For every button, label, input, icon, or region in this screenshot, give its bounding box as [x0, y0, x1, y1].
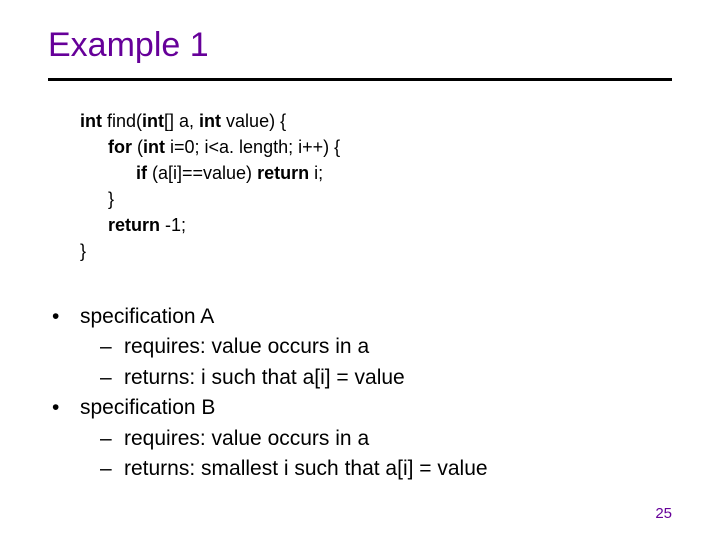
code-line: for (int i=0; i<a. length; i++) { [80, 134, 340, 160]
code-line: int find(int[] a, int value) { [80, 108, 340, 134]
bullet-level-2: requires: value occurs in a [52, 332, 488, 362]
code-block: int find(int[] a, int value) {for (int i… [80, 108, 340, 265]
code-line: } [80, 238, 340, 264]
code-line: } [80, 186, 340, 212]
bullet-level-2: returns: i such that a[i] = value [52, 363, 488, 393]
bullet-list: specification Arequires: value occurs in… [52, 302, 488, 485]
slide-title: Example 1 [48, 26, 209, 65]
code-line: return -1; [80, 212, 340, 238]
slide: Example 1 int find(int[] a, int value) {… [0, 0, 720, 540]
page-number: 25 [655, 505, 672, 522]
title-underline [48, 78, 672, 81]
bullet-level-2: requires: value occurs in a [52, 424, 488, 454]
code-line: if (a[i]==value) return i; [80, 160, 340, 186]
bullet-level-2: returns: smallest i such that a[i] = val… [52, 454, 488, 484]
bullet-level-1: specification B [52, 393, 488, 423]
bullet-level-1: specification A [52, 302, 488, 332]
